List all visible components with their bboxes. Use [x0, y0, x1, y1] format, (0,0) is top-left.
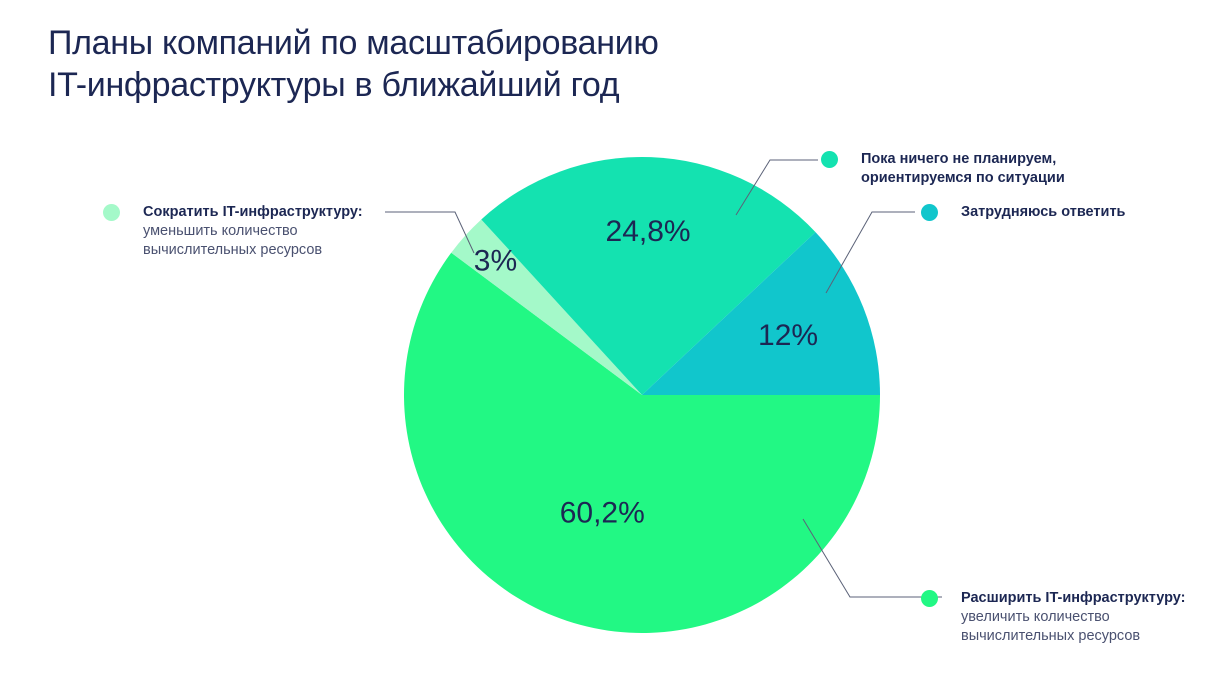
pie-slice-no-plans: [481, 157, 816, 395]
legend-label-no-plans: Пока ничего не планируем, ориентируемся …: [861, 151, 1065, 186]
legend-dot-unsure: [921, 204, 938, 221]
slice-value-label-unsure: 12%: [758, 319, 818, 352]
title-line-2: IT-инфраструктуры в ближайший год: [48, 66, 620, 104]
pie-slice-reduce: [451, 219, 642, 395]
legend-item-no-plans: Пока ничего не планируем, ориентируемся …: [821, 150, 1101, 188]
legend-label-unsure: Затрудняюсь ответить: [961, 204, 1126, 220]
legend-dot-reduce: [103, 204, 120, 221]
legend-label-expand: Расширить IT-инфраструктуру:: [961, 590, 1186, 606]
legend-item-unsure: Затрудняюсь ответить: [921, 203, 1191, 222]
leader-line-reduce: [385, 211, 475, 254]
slice-value-label-no-plans: 24,8%: [606, 215, 691, 248]
leader-line-unsure: [825, 211, 915, 294]
slice-value-label-expand: 60,2%: [560, 497, 645, 530]
leader-line-expand: [802, 518, 942, 598]
legend-item-reduce: Сократить IT-инфраструктуру: уменьшить к…: [103, 203, 403, 260]
legend-item-expand: Расширить IT-инфраструктуру: увеличить к…: [921, 589, 1211, 646]
legend-dot-no-plans: [821, 151, 838, 168]
legend-label-reduce: Сократить IT-инфраструктуру:: [143, 204, 363, 220]
legend-dot-expand: [921, 590, 938, 607]
chart-title: Планы компаний по масштабированию IT-инф…: [48, 22, 659, 106]
legend-sublabel-expand: увеличить количество вычислительных ресу…: [961, 609, 1141, 644]
pie-slice-unsure: [642, 232, 880, 395]
legend-sublabel-reduce: уменьшить количество вычислительных ресу…: [143, 223, 323, 258]
title-line-1: Планы компаний по масштабированию: [48, 24, 659, 62]
leader-line-no-plans: [735, 159, 818, 216]
pie-slice-expand: [404, 252, 880, 633]
slice-value-label-reduce: 3%: [474, 244, 517, 277]
